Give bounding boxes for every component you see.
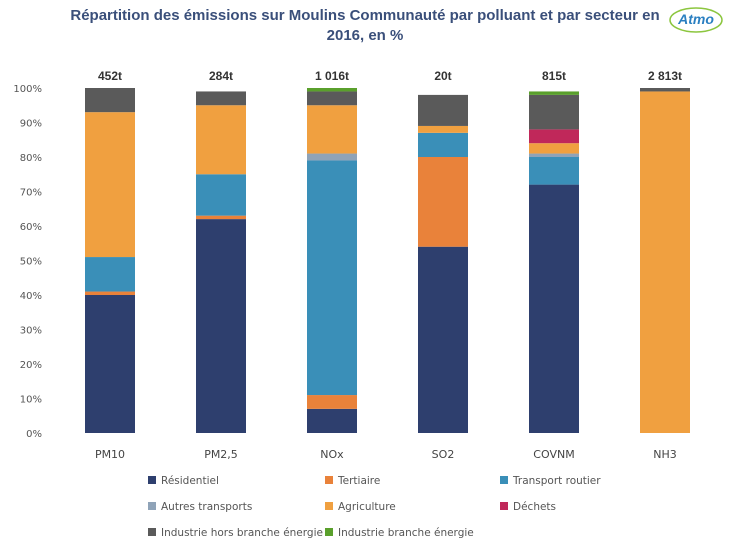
legend-label: Industrie hors branche énergie <box>161 527 323 539</box>
bar-segment <box>307 153 357 161</box>
legend-label: Résidentiel <box>161 475 219 487</box>
x-tick-label: COVNM <box>533 448 574 461</box>
y-tick-label: 30% <box>20 326 42 337</box>
bar-segment <box>307 408 357 433</box>
y-tick-label: 0% <box>26 429 42 440</box>
bar-segment <box>529 94 579 130</box>
total-label: 2 813t <box>648 69 682 83</box>
atmo-logo: Atmo <box>669 7 723 33</box>
total-label: 284t <box>209 69 233 83</box>
y-axis: 0% 10% 20% 30% 40% 50% 60% 70% 80% 90% 100% <box>13 84 42 440</box>
x-tick-label: PM2,5 <box>204 448 238 461</box>
bars <box>85 88 690 433</box>
legend-label: Tertiaire <box>337 475 380 487</box>
bar-segment <box>418 132 468 157</box>
legend-label: Autres transports <box>161 501 252 513</box>
legend-label: Déchets <box>513 501 556 513</box>
logo-swoosh-icon <box>669 7 723 33</box>
legend-swatch <box>325 502 333 510</box>
x-tick-label: NH3 <box>653 448 677 461</box>
total-label: 815t <box>542 69 566 83</box>
bar-segment <box>307 160 357 396</box>
x-tick-label: SO2 <box>432 448 455 461</box>
x-tick-label: NOx <box>320 448 344 461</box>
y-tick-label: 70% <box>20 188 42 199</box>
legend-swatch <box>148 502 156 510</box>
legend-swatch <box>500 502 508 510</box>
bar-segment <box>529 129 579 144</box>
bar-segment <box>640 88 690 92</box>
bar-segment <box>85 291 135 295</box>
y-tick-label: 100% <box>13 84 42 95</box>
total-labels: 452t 284t 1 016t 20t 815t 2 813t <box>98 69 682 83</box>
category-labels: PM10 PM2,5 NOx SO2 COVNM NH3 <box>95 448 677 461</box>
legend-swatch <box>148 528 156 536</box>
x-tick-label: PM10 <box>95 448 125 461</box>
legend-swatch <box>325 528 333 536</box>
bar-segment <box>529 143 579 154</box>
bar-segment <box>529 157 579 185</box>
bar-segment <box>196 219 246 433</box>
y-tick-label: 50% <box>20 257 42 268</box>
bar-segment <box>196 215 246 220</box>
y-tick-label: 10% <box>20 395 42 406</box>
total-label: 1 016t <box>315 69 349 83</box>
legend-label: Industrie branche énergie <box>338 527 474 539</box>
bar-segment <box>307 91 357 106</box>
bar-segment <box>418 94 468 126</box>
bar-segment <box>529 153 579 157</box>
bar-segment <box>85 88 135 113</box>
chart-title: Répartition des émissions sur Moulins Co… <box>70 7 660 44</box>
legend-label: Transport routier <box>512 475 601 487</box>
legend-swatch <box>500 476 508 484</box>
bar-segment <box>307 105 357 154</box>
bar-segment <box>85 295 135 433</box>
bar-segment <box>418 125 468 133</box>
bar-segment <box>418 157 468 247</box>
bar-segment <box>307 395 357 409</box>
bar-segment <box>529 91 579 95</box>
legend-swatch <box>325 476 333 484</box>
total-label: 452t <box>98 69 122 83</box>
total-label: 20t <box>434 69 451 83</box>
bar-segment <box>85 112 135 258</box>
legend-label: Agriculture <box>338 501 396 513</box>
y-tick-label: 20% <box>20 360 42 371</box>
y-tick-label: 60% <box>20 222 42 233</box>
y-tick-label: 40% <box>20 291 42 302</box>
bar-segment <box>307 88 357 92</box>
bar-segment <box>196 91 246 106</box>
bar-segment <box>640 91 690 433</box>
legend-swatch <box>148 476 156 484</box>
bar-segment <box>418 246 468 433</box>
bar-segment <box>529 184 579 433</box>
legend: Résidentiel Tertiaire Transport routier Aut… <box>148 475 601 539</box>
y-tick-label: 90% <box>20 119 42 130</box>
bar-segment <box>196 105 246 175</box>
logo-text: Atmo <box>677 11 714 27</box>
bar-segment <box>196 174 246 216</box>
bar-segment <box>85 257 135 292</box>
y-tick-label: 80% <box>20 153 42 164</box>
